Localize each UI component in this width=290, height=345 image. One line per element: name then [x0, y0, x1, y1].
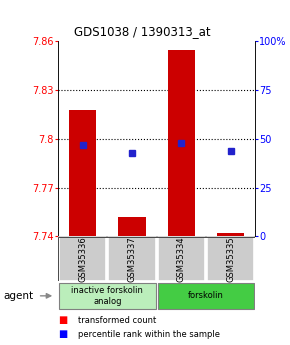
Text: agent: agent — [3, 291, 33, 301]
Bar — [217, 233, 244, 236]
Text: GSM35335: GSM35335 — [226, 236, 235, 282]
Bar — [118, 217, 146, 236]
Text: GDS1038 / 1390313_at: GDS1038 / 1390313_at — [74, 25, 211, 38]
Bar — [207, 237, 254, 281]
Bar — [157, 237, 205, 281]
Bar — [108, 237, 156, 281]
Text: GSM35334: GSM35334 — [177, 236, 186, 282]
Text: GSM35337: GSM35337 — [127, 236, 137, 282]
Text: GSM35336: GSM35336 — [78, 236, 87, 282]
Bar — [59, 283, 156, 309]
Bar — [157, 283, 254, 309]
Bar — [168, 50, 195, 236]
Bar — [69, 110, 96, 236]
Text: transformed count: transformed count — [78, 316, 157, 325]
Text: forskolin: forskolin — [188, 291, 224, 300]
Text: ■: ■ — [58, 329, 67, 339]
Text: inactive forskolin
analog: inactive forskolin analog — [71, 286, 143, 306]
Bar — [59, 237, 106, 281]
Text: percentile rank within the sample: percentile rank within the sample — [78, 330, 220, 339]
Text: ■: ■ — [58, 315, 67, 325]
